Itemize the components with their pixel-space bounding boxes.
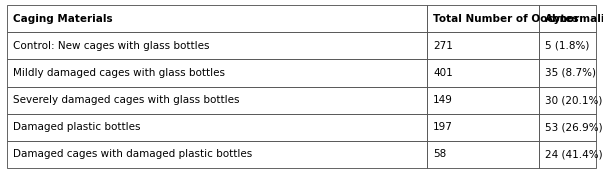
Bar xyxy=(427,32,539,59)
Bar xyxy=(427,114,539,141)
Bar xyxy=(427,141,539,168)
Text: Total Number of Oocytes: Total Number of Oocytes xyxy=(433,14,579,24)
Text: 197: 197 xyxy=(433,122,453,132)
Text: Caging Materials: Caging Materials xyxy=(13,14,113,24)
Bar xyxy=(7,141,427,168)
Bar xyxy=(7,32,427,59)
Text: 53 (26.9%): 53 (26.9%) xyxy=(545,122,603,132)
Text: 58: 58 xyxy=(433,149,446,159)
Bar xyxy=(539,114,596,141)
Text: 401: 401 xyxy=(433,68,453,78)
Text: Damaged plastic bottles: Damaged plastic bottles xyxy=(13,122,140,132)
Text: 35 (8.7%): 35 (8.7%) xyxy=(545,68,596,78)
Bar xyxy=(7,86,427,114)
Bar xyxy=(539,32,596,59)
Text: 271: 271 xyxy=(433,41,453,51)
Bar xyxy=(7,114,427,141)
Bar xyxy=(539,141,596,168)
Text: Abnormalities: Abnormalities xyxy=(545,14,603,24)
Bar xyxy=(539,59,596,86)
Bar xyxy=(427,5,539,32)
Text: 30 (20.1%): 30 (20.1%) xyxy=(545,95,603,105)
Text: Severely damaged cages with glass bottles: Severely damaged cages with glass bottle… xyxy=(13,95,239,105)
Text: 149: 149 xyxy=(433,95,453,105)
Text: 5 (1.8%): 5 (1.8%) xyxy=(545,41,590,51)
Bar xyxy=(427,86,539,114)
Bar xyxy=(539,5,596,32)
Text: Mildly damaged cages with glass bottles: Mildly damaged cages with glass bottles xyxy=(13,68,225,78)
Text: Control: New cages with glass bottles: Control: New cages with glass bottles xyxy=(13,41,209,51)
Text: 24 (41.4%): 24 (41.4%) xyxy=(545,149,603,159)
Text: Damaged cages with damaged plastic bottles: Damaged cages with damaged plastic bottl… xyxy=(13,149,252,159)
Bar xyxy=(427,59,539,86)
Bar xyxy=(539,86,596,114)
Bar xyxy=(7,59,427,86)
Bar xyxy=(7,5,427,32)
